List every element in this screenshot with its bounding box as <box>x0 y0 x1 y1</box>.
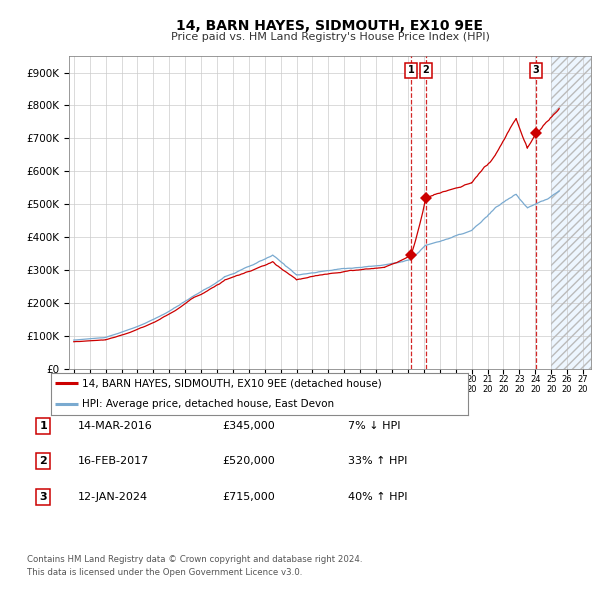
Text: 2: 2 <box>422 65 429 75</box>
Text: Contains HM Land Registry data © Crown copyright and database right 2024.: Contains HM Land Registry data © Crown c… <box>27 555 362 564</box>
Bar <box>551 56 591 369</box>
Text: Price paid vs. HM Land Registry's House Price Index (HPI): Price paid vs. HM Land Registry's House … <box>170 32 490 42</box>
Text: 1: 1 <box>407 65 415 75</box>
Text: £715,000: £715,000 <box>222 492 275 502</box>
Text: 40% ↑ HPI: 40% ↑ HPI <box>348 492 407 502</box>
Text: £345,000: £345,000 <box>222 421 275 431</box>
Text: 33% ↑ HPI: 33% ↑ HPI <box>348 457 407 466</box>
Text: 16-FEB-2017: 16-FEB-2017 <box>78 457 149 466</box>
Text: 2: 2 <box>40 457 47 466</box>
Text: This data is licensed under the Open Government Licence v3.0.: This data is licensed under the Open Gov… <box>27 568 302 577</box>
Text: 3: 3 <box>533 65 539 75</box>
Text: 14, BARN HAYES, SIDMOUTH, EX10 9EE (detached house): 14, BARN HAYES, SIDMOUTH, EX10 9EE (deta… <box>82 378 382 388</box>
Text: 12-JAN-2024: 12-JAN-2024 <box>78 492 148 502</box>
Text: HPI: Average price, detached house, East Devon: HPI: Average price, detached house, East… <box>82 399 334 409</box>
Bar <box>551 56 591 369</box>
Text: 14-MAR-2016: 14-MAR-2016 <box>78 421 153 431</box>
Text: 1: 1 <box>40 421 47 431</box>
Text: 7% ↓ HPI: 7% ↓ HPI <box>348 421 401 431</box>
Text: £520,000: £520,000 <box>222 457 275 466</box>
Text: 3: 3 <box>40 492 47 502</box>
Text: 14, BARN HAYES, SIDMOUTH, EX10 9EE: 14, BARN HAYES, SIDMOUTH, EX10 9EE <box>176 19 484 33</box>
